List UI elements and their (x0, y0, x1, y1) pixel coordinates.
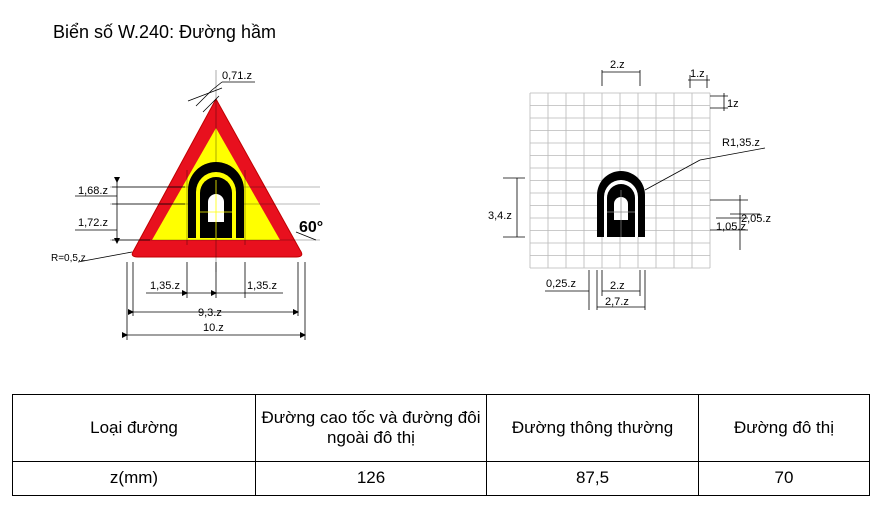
dim-right-gap: 1,35.z (247, 280, 277, 292)
dim-radius: R=0,5.z (51, 253, 86, 264)
dim-lower: 1,72.z (78, 217, 108, 229)
grid-dim-right-lower: 1,05.z (716, 221, 746, 233)
grid-dim-height-left: 3,4.z (488, 210, 512, 222)
size-table: Loại đường Đường cao tốc và đường đôi ng… (12, 394, 870, 496)
table-header-cell: Loại đường (12, 394, 256, 462)
warning-sign (110, 70, 320, 272)
table-header-cell: Đường đô thị (698, 394, 870, 462)
dim-stroke: 0,71.z (222, 70, 252, 82)
table-row-label: z(mm) (12, 461, 256, 496)
grid-dim-top-width: 2.z (610, 59, 625, 71)
dim-inner-width: 9,3.z (198, 307, 222, 319)
grid-dim-cell-h: 1z (727, 98, 739, 110)
sign-drawing: 0,71.z 1,68.z 1,72.z R=0,5.z 60° 1,35.z … (51, 59, 771, 340)
page-title: Biển số W.240: Đường hầm (53, 22, 276, 42)
table-cell: 87,5 (486, 461, 699, 496)
table-cell: 126 (255, 461, 487, 496)
grid-dim-cell-w: 1.z (690, 68, 705, 80)
table-header-cell: Đường thông thường (486, 394, 699, 462)
dim-upper: 1,68.z (78, 185, 108, 197)
grid-dim-bottom-inner: 2.z (610, 280, 625, 292)
dim-angle: 60° (299, 219, 323, 236)
table-row: z(mm) 126 87,5 70 (12, 461, 870, 496)
construction-grid (529, 92, 711, 269)
grid-dim-bottom-outer: 2,7.z (605, 296, 629, 308)
table-cell: 70 (698, 461, 870, 496)
dim-left-gap: 1,35.z (150, 280, 180, 292)
grid-dim-right-upper: 2,05.z (741, 213, 771, 225)
grid-dim-bottom-offset: 0,25.z (546, 278, 576, 290)
table-header-cell: Đường cao tốc và đường đôi ngoài đô thị (255, 394, 487, 462)
dim-outer-width: 10.z (203, 322, 224, 334)
grid-dim-radius: R1,35.z (722, 137, 760, 149)
table-header-row: Loại đường Đường cao tốc và đường đôi ng… (12, 394, 870, 462)
grid-tunnel (597, 171, 645, 237)
